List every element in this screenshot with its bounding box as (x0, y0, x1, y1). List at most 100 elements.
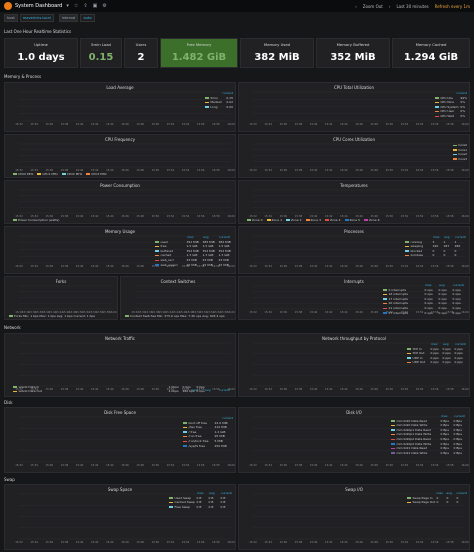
zoom-forward-icon[interactable]: › (388, 3, 391, 9)
legend-item[interactable]: TCP In 0 pps 0 pps 0 pps (407, 347, 467, 352)
graph-canvas[interactable]: 15:32 15:34 15:36 15:38 15:40 15:42 15:44 15:46… (239, 181, 469, 223)
legend-col-current[interactable]: current (219, 235, 230, 239)
refresh-interval[interactable]: Refresh every 1m (434, 3, 470, 9)
panel-power-consumption[interactable]: 15:32 15:34 15:36 15:38 15:40 15:42 15:44 15:46… (4, 180, 236, 224)
graph-canvas[interactable]: 15:32 15:34 15:36 15:38 15:40 15:42 15:44 15:46… (5, 83, 235, 131)
legend-item[interactable]: Free Swap 0 B 0 B 0 B (169, 505, 233, 510)
legend-item[interactable]: mmcblk1 Data Read 0 Bps 0 Bps (391, 446, 467, 451)
panel-title[interactable]: Network Traffic (105, 336, 135, 341)
legend-item[interactable]: Zone 3 (305, 218, 321, 222)
legend-item[interactable]: CPU2 MHz (61, 172, 82, 176)
stat-free-memory[interactable]: Free Memory 1.482 GiB (160, 38, 238, 68)
row-title-network[interactable]: Network (4, 325, 21, 330)
save-icon[interactable]: ▣ (92, 3, 98, 9)
legend-col-current[interactable]: current (454, 414, 465, 418)
panel-memory-usage[interactable]: 15:32 15:34 15:36 15:38 15:40 15:42 15:44 15:46… (4, 226, 236, 274)
panel-cpu-frequency[interactable]: 15:32 15:34 15:36 15:38 15:40 15:42 15:44 15:46… (4, 134, 236, 178)
panel-title[interactable]: Load Average (106, 85, 134, 90)
legend-item[interactable]: boot off free 22.0 MiB (183, 421, 233, 426)
legend-item[interactable]: CPU0 MHz (13, 172, 33, 176)
graph-canvas[interactable]: 15:32 15:34 15:36 15:38 15:40 15:42 15:44 15:46… (5, 135, 235, 177)
legend-col-max[interactable]: max (441, 414, 448, 418)
stat-memory-cached[interactable]: Memory Cached 1.294 GiB (392, 38, 470, 68)
legend-item[interactable]: Zone 1 (266, 218, 282, 222)
legend-item[interactable]: Forks Min: 1 bps Max: 1 bps Avg: 1 bps C… (9, 314, 95, 318)
legend-item[interactable]: /run/lock free 5 MiB (183, 439, 233, 444)
legend-col-max[interactable]: max (436, 491, 444, 495)
graph-canvas[interactable]: 15:32 15:34 15:36 15:38 15:40 15:42 15:44 15:46… (239, 277, 469, 319)
panel-title[interactable]: Swap Space (107, 487, 133, 492)
legend-item[interactable]: cached 1.3 GiB 1.3 GiB 1.3 GiB (155, 253, 233, 258)
graph-canvas[interactable]: 15:32 15:34 15:36 15:38 15:40 15:42 15:44 15:46… (121, 277, 235, 319)
panel-title[interactable]: Power Consumption (100, 183, 140, 188)
legend-item[interactable]: wlan0 Data In 1 Kbps 0 bps 0 bps (13, 385, 233, 390)
stat-memory-used[interactable]: Memory Used 382 MiB (240, 38, 314, 68)
legend-item[interactable]: 27 interrupts 0 ops 0 ops 0 ops (383, 311, 467, 316)
legend-item[interactable]: CPU3 MHz (86, 172, 107, 176)
legend-item[interactable]: /dev free 210 MiB (183, 425, 233, 430)
graph-canvas[interactable]: 15:32 15:34 15:36 15:38 15:40 15:42 15:44 15:46… (239, 334, 469, 396)
row-title-realtime[interactable]: Last One Hour Realtime Statistics (4, 29, 72, 34)
panel-disk-free-space[interactable]: 15:32 15:34 15:36 15:38 15:40 15:42 15:44 15:46… (4, 407, 236, 473)
legend-item[interactable]: Zone 0 (247, 218, 263, 222)
legend-item[interactable]: slab_unrecl 15 MiB 15 MiB 15 MiB (155, 263, 233, 268)
graph-canvas[interactable]: 15:32 15:34 15:36 15:38 15:40 15:42 15:44 15:46… (239, 135, 469, 177)
legend-item[interactable]: Core0 (452, 143, 467, 148)
legend-col-avg[interactable]: avg (203, 235, 209, 239)
legend-item[interactable]: TCP Out 0 pps 0 pps 0 pps (407, 351, 467, 356)
share-icon[interactable]: ⇪ (83, 3, 88, 9)
dashboard-title[interactable]: System Dashboard (15, 3, 63, 9)
legend-item[interactable]: mmcblk0 Data Read 0 Bps 0 Bps (391, 419, 467, 424)
legend-header[interactable]: current (222, 416, 233, 420)
legend-item[interactable]: mmcblk0p1 Data Read 0 Bps 0 Bps (391, 428, 467, 433)
legend-item[interactable]: 0 interrupts 0 ops 0 ops 0 ops (383, 288, 467, 293)
legend-item[interactable]: Power Consumption (watts) (13, 218, 59, 222)
legend-item[interactable]: mmcblk0p2 Data Write 0 Bps 0 Bps (391, 442, 467, 447)
zoom-out-button[interactable]: Zoom Out (362, 3, 383, 9)
legend-item[interactable]: Long 0.00 (204, 105, 233, 110)
legend-col-max[interactable]: max (187, 235, 194, 239)
legend-item[interactable]: UDP In 0 pps 0 pps 0 pps (407, 356, 467, 361)
row-title-memory-process[interactable]: Memory & Process (4, 74, 42, 79)
legend-item[interactable]: CPU1 MHz (37, 172, 58, 176)
legend-item[interactable]: 20 interrupts 0 ops 0 ops 0 ops (383, 301, 467, 306)
legend-col-avg[interactable]: avg (205, 388, 211, 393)
settings-icon[interactable]: ⚙ (102, 3, 107, 9)
legend-item[interactable]: Swap Page Out 0 0 0 (407, 500, 467, 505)
legend-item[interactable]: / free 1.4 GiB (183, 430, 233, 435)
legend-col-current[interactable]: current (221, 491, 232, 495)
var-host-select[interactable]: mavericks.local (19, 14, 54, 22)
legend-item[interactable]: running 3 1 1 (405, 240, 467, 245)
panel-network-traffic[interactable]: 15:32 15:34 15:36 15:38 15:40 15:42 15:44 15:46… (4, 333, 236, 397)
graph-canvas[interactable]: 15:32 15:34 15:36 15:38 15:40 15:42 15:44 15:46… (5, 277, 117, 319)
graph-canvas[interactable]: 15:32 15:34 15:36 15:38 15:40 15:42 15:44 15:46… (5, 227, 235, 273)
legend-item[interactable]: CPU System 0% (434, 105, 467, 110)
panel-title[interactable]: Temperatures (340, 183, 368, 188)
stat-5min-load[interactable]: 5min Load 0.15 (80, 38, 122, 68)
legend-item[interactable]: sleeping 190 187 186 (405, 244, 467, 249)
var-interval-select[interactable]: auto (80, 14, 95, 22)
legend-item[interactable]: wlan0 Data Out 4 Kbps 480 bps 0 bps (13, 389, 233, 394)
panel-title[interactable]: Forks (55, 279, 67, 284)
panel-title[interactable]: Swap I/O (345, 487, 363, 492)
panel-swap-io[interactable]: 15:32 15:34 15:36 15:38 15:40 15:42 15:44 15:46… (238, 484, 470, 550)
panel-title[interactable]: CPU Total Utilization (333, 85, 375, 90)
panel-swap-space[interactable]: 15:32 15:34 15:36 15:38 15:40 15:42 15:44 15:46… (4, 484, 236, 550)
panel-cpu-total-utilization[interactable]: 15:32 15:34 15:36 15:38 15:40 15:42 15:44 15:46… (238, 82, 470, 132)
legend-item[interactable]: CPU Wait 0% (434, 114, 467, 119)
graph-canvas[interactable]: 15:32 15:34 15:36 15:38 15:40 15:42 15:44 15:46… (5, 334, 235, 396)
legend-col-current[interactable]: current (453, 283, 464, 287)
row-title-disk[interactable]: Disk (4, 400, 13, 405)
legend-col-current[interactable]: current (455, 342, 466, 346)
legend-item[interactable]: CPU Nice 0% (434, 100, 467, 105)
chevron-down-icon[interactable]: ▾ (66, 3, 69, 9)
grafana-logo-icon[interactable] (4, 2, 12, 10)
panel-title[interactable]: Disk Free Space (104, 410, 136, 415)
stat-users[interactable]: Users 2 (124, 38, 158, 68)
legend-col-avg[interactable]: avg (439, 283, 445, 287)
legend-col-max[interactable]: max (191, 388, 198, 393)
legend-item[interactable]: 16 interrupts 0 ops 0 ops 0 ops (383, 292, 467, 297)
legend-item[interactable]: free 1.5 GiB 1.5 GiB 1.5 GiB (155, 244, 233, 249)
legend-item[interactable]: Swap Page In 0 0 0 (407, 496, 467, 501)
